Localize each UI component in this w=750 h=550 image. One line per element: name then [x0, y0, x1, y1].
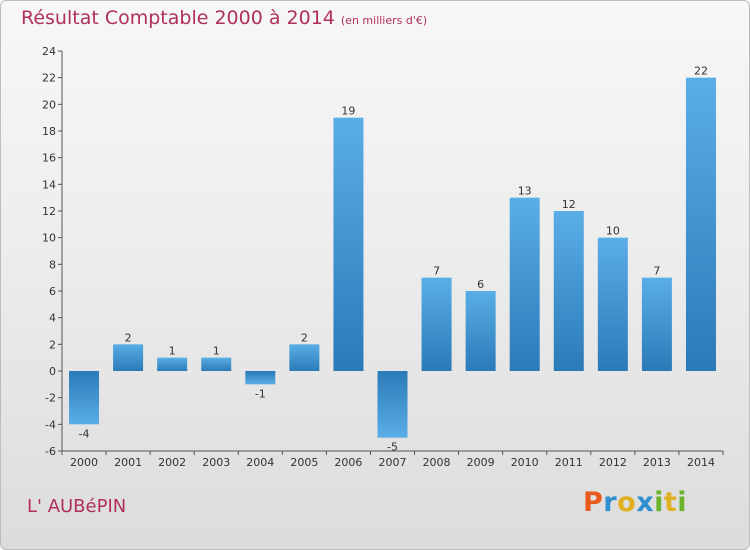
- y-tick-label: 0: [49, 365, 56, 378]
- data-label: 12: [562, 198, 576, 211]
- x-tick-label: 2000: [70, 456, 98, 469]
- x-tick-label: 2001: [114, 456, 142, 469]
- chart-title-text: Résultat Comptable 2000 à 2014: [21, 7, 335, 29]
- y-tick-label: 18: [42, 125, 56, 138]
- x-tick-label: 2012: [599, 456, 627, 469]
- x-tick-label: 2004: [246, 456, 274, 469]
- proxiti-letter: t: [663, 487, 678, 518]
- x-tick-label: 2006: [334, 456, 362, 469]
- y-tick-label: 24: [42, 45, 56, 58]
- x-tick-label: 2005: [290, 456, 318, 469]
- y-tick-label: 14: [42, 178, 56, 191]
- y-tick-label: 6: [49, 285, 56, 298]
- x-tick-label: 2008: [423, 456, 451, 469]
- x-tick-label: 2002: [158, 456, 186, 469]
- y-tick-label: 10: [42, 232, 56, 245]
- proxiti-letter: i: [677, 487, 688, 518]
- x-tick-label: 2007: [379, 456, 407, 469]
- y-tick-label: -4: [45, 418, 56, 431]
- x-tick-label: 2014: [687, 456, 715, 469]
- x-tick-label: 2010: [511, 456, 539, 469]
- bar: [377, 371, 408, 438]
- proxiti-letter: x: [636, 487, 655, 518]
- data-label: 7: [433, 265, 440, 278]
- bar: [157, 357, 188, 371]
- data-label: 1: [169, 345, 176, 358]
- bar: [641, 277, 672, 371]
- bar: [333, 117, 364, 372]
- x-tick-label: 2003: [202, 456, 230, 469]
- y-tick-label: 4: [49, 312, 56, 325]
- bar: [69, 371, 100, 425]
- bar: [113, 344, 144, 371]
- proxiti-letter: o: [617, 487, 637, 518]
- bar: [201, 357, 232, 371]
- data-label: 22: [694, 65, 708, 78]
- bar: [465, 291, 496, 371]
- y-tick-label: -2: [45, 392, 56, 405]
- bar: [245, 371, 276, 385]
- data-label: 2: [301, 331, 308, 344]
- x-tick-label: 2011: [555, 456, 583, 469]
- proxiti-letter: P: [583, 487, 604, 518]
- data-label: 19: [341, 105, 355, 118]
- chart-subtitle: (en milliers d'€): [340, 14, 428, 27]
- y-tick-label: 12: [42, 205, 56, 218]
- data-label: -4: [79, 427, 90, 440]
- commune-name: L' AUBéPIN: [27, 496, 127, 517]
- y-tick-label: 8: [49, 258, 56, 271]
- bar: [553, 211, 584, 371]
- y-tick-label: 22: [42, 72, 56, 85]
- y-tick-label: 16: [42, 152, 56, 165]
- bar: [685, 77, 716, 372]
- x-tick-label: 2013: [643, 456, 671, 469]
- proxiti-letter: r: [603, 487, 618, 518]
- data-label: 13: [518, 185, 532, 198]
- bar: [597, 237, 628, 371]
- chart-title: Résultat Comptable 2000 à 2014 (en millie…: [21, 7, 427, 29]
- y-tick-label: -6: [45, 445, 56, 458]
- x-tick-label: 2009: [467, 456, 495, 469]
- proxiti-letter: i: [654, 487, 664, 518]
- data-label: 1: [213, 345, 220, 358]
- data-label: -5: [387, 441, 398, 454]
- bar: [509, 197, 540, 371]
- data-label: 6: [477, 278, 484, 291]
- y-tick-label: 2: [49, 338, 56, 351]
- bar: [421, 277, 452, 371]
- proxiti-logo: Proxiti: [583, 487, 687, 518]
- data-label: 10: [606, 225, 620, 238]
- data-label: 7: [653, 265, 660, 278]
- bar: [289, 344, 320, 371]
- data-label: 2: [125, 331, 132, 344]
- y-tick-label: 20: [42, 98, 56, 111]
- data-label: -1: [255, 387, 266, 400]
